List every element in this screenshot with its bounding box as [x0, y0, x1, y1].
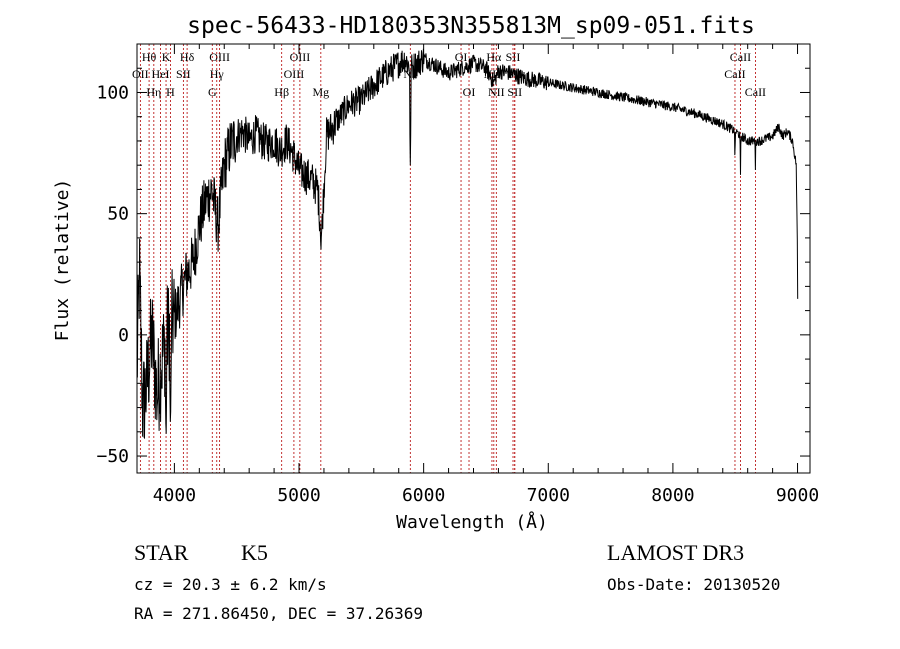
line-marker-label: SII [176, 67, 191, 81]
y-tick-label: −50 [96, 446, 129, 467]
line-marker-label: G [208, 85, 217, 99]
line-marker-label: Hθ [142, 50, 157, 64]
line-marker-label: Hδ [180, 50, 195, 64]
line-marker-label: OII [132, 67, 149, 81]
spectrum-line [136, 48, 799, 439]
line-marker-label: OIII [209, 50, 230, 64]
line-marker-label: Hα [486, 50, 502, 64]
x-tick-label: 6000 [402, 485, 445, 506]
line-marker-label: HeI [152, 67, 170, 81]
line-marker-label: Hβ [274, 85, 289, 99]
subclass-label: K5 [241, 540, 268, 565]
line-marker-label: CaII [745, 85, 766, 99]
x-tick-label: 9000 [776, 485, 819, 506]
line-marker-label: CaII [730, 50, 751, 64]
x-axis-ticks: 4000 5000 6000 7000 8000 9000 [153, 44, 819, 506]
line-marker-label: SII [507, 85, 522, 99]
line-marker-label: CaII [724, 67, 745, 81]
x-tick-label: 8000 [651, 485, 694, 506]
line-marker-label: OIII [284, 67, 305, 81]
redshift-line: cz = 20.3 ± 6.2 km/s [134, 575, 327, 594]
survey-label: LAMOST DR3 [607, 540, 745, 565]
y-tick-label: 100 [96, 82, 129, 103]
x-tick-label: 5000 [277, 485, 320, 506]
line-marker-label: Hγ [210, 67, 225, 81]
chart-title: spec-56433-HD180353N355813M_sp09-051.fit… [187, 13, 755, 39]
obs-date-line: Obs-Date: 20130520 [607, 575, 781, 594]
line-marker-label: Hη [146, 85, 161, 99]
y-tick-label: 0 [118, 325, 129, 346]
line-marker-label: K [162, 50, 171, 64]
line-marker-label: Mg [312, 85, 329, 99]
line-marker-label: SII [506, 50, 521, 64]
line-marker-label: H [166, 85, 175, 99]
class-label: STAR [134, 540, 189, 565]
y-axis-ticks: −50 0 50 100 [96, 67, 810, 467]
radec-line: RA = 271.86450, DEC = 37.26369 [134, 604, 423, 623]
plot-frame [136, 43, 811, 474]
line-marker-label: OI [463, 85, 476, 99]
line-marker-label: OI [455, 50, 468, 64]
y-tick-label: 50 [107, 204, 129, 225]
x-axis-label: Wavelength (Å) [396, 511, 548, 533]
y-axis-label: Flux (relative) [52, 179, 73, 342]
x-tick-label: 7000 [527, 485, 570, 506]
line-marker-label: OIII [290, 50, 311, 64]
line-marker-label: NII [488, 85, 505, 99]
x-tick-label: 4000 [153, 485, 196, 506]
